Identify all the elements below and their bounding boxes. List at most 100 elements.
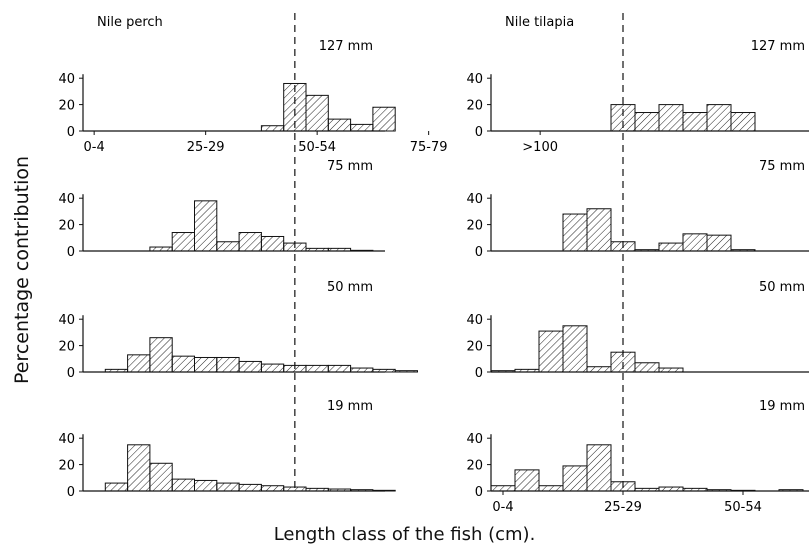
histogram-bar: [490, 370, 516, 373]
y-tick-label: 0: [475, 125, 483, 140]
histogram-bar: [514, 368, 540, 373]
histogram-bar: [171, 355, 195, 373]
panel-title: Nile perch: [97, 15, 163, 30]
y-tick-label: 40: [466, 72, 483, 87]
histogram-bar: [127, 354, 151, 373]
histogram-bar: [260, 125, 285, 132]
y-tick-label: 20: [466, 340, 483, 355]
histogram-bar: [238, 232, 262, 252]
histogram-bar: [730, 249, 756, 252]
histogram-bar: [104, 368, 129, 373]
histogram-bar: [562, 325, 588, 373]
histogram-bar: [706, 234, 732, 252]
histogram-bar: [586, 208, 612, 252]
histogram-panel: 0 20 40 127 mm Nile perch 0-4 25-29 50-54 75-79 >…: [58, 13, 558, 155]
histogram-bar: [350, 249, 374, 252]
y-tick-label: 0: [67, 245, 75, 260]
histogram-bar: [127, 444, 151, 492]
y-tick-label: 0: [67, 366, 75, 381]
x-tick-label: 50-54: [724, 500, 762, 515]
histogram-bar: [149, 337, 173, 373]
histogram-bar: [216, 356, 240, 373]
histogram-bar: [327, 364, 352, 373]
mesh-size-label: 75 mm: [759, 159, 805, 174]
histogram-bar: [778, 489, 804, 492]
mesh-size-label: 19 mm: [327, 399, 373, 414]
histogram-bar: [634, 487, 660, 492]
histogram-bar: [149, 246, 173, 252]
y-tick-label: 40: [466, 432, 483, 447]
y-tick-label: 20: [466, 219, 483, 234]
y-tick-label: 20: [58, 99, 75, 114]
histogram-bar: [327, 488, 352, 492]
y-tick-label: 20: [466, 459, 483, 474]
x-tick-label: 0-4: [492, 500, 513, 515]
histogram-panel: 0 20 40 75 mm: [466, 133, 809, 260]
y-axis-label: Percentage contribution: [11, 155, 33, 385]
histogram-bar: [305, 364, 329, 373]
histogram-panel: 0 20 40 19 mm: [58, 373, 396, 500]
histogram-bar: [634, 249, 660, 252]
histogram-bar: [658, 242, 684, 252]
histogram-bar: [171, 478, 195, 492]
histogram-bar: [730, 112, 756, 132]
histogram-bar: [562, 465, 588, 492]
y-tick-label: 0: [475, 485, 483, 500]
y-tick-label: 20: [58, 340, 75, 355]
histogram-bar: [658, 104, 684, 132]
histogram-bar: [216, 241, 240, 252]
y-tick-label: 0: [475, 366, 483, 381]
histogram-bar: [327, 118, 352, 132]
histogram-bar: [260, 235, 285, 252]
mesh-size-label: 19 mm: [759, 399, 805, 414]
histogram-bar: [194, 479, 218, 492]
histogram-bar: [305, 94, 329, 132]
histogram-panel: 0 20 40 75 mm: [58, 133, 385, 260]
histogram-bar: [706, 489, 732, 492]
histogram-bar: [682, 487, 708, 492]
histogram-bar: [372, 489, 396, 492]
histogram-bar: [350, 489, 374, 492]
mesh-size-label: 50 mm: [759, 280, 805, 295]
histogram-bar: [171, 232, 195, 252]
histogram-bar: [238, 360, 262, 373]
histogram-bar: [658, 486, 684, 492]
histogram-bar: [372, 106, 396, 132]
y-tick-label: 40: [58, 192, 75, 207]
y-tick-label: 40: [58, 72, 75, 87]
x-tick-label: 50-54: [298, 140, 336, 155]
x-tick-label: 25-29: [187, 140, 225, 155]
histogram-bar: [350, 123, 374, 132]
panel-title: Nile tilapia: [505, 15, 574, 30]
mesh-size-label: 127 mm: [751, 39, 805, 54]
y-tick-label: 40: [466, 192, 483, 207]
histogram-bar: [238, 483, 262, 492]
x-axis-label: Length class of the fish (cm).: [273, 524, 536, 545]
histogram-bar: [634, 112, 660, 132]
histogram-bar: [394, 370, 419, 373]
y-tick-label: 40: [58, 313, 75, 328]
histogram-bar: [682, 233, 708, 252]
histogram-bar: [260, 363, 285, 373]
histogram-bar: [562, 213, 588, 252]
histogram-bar: [634, 362, 660, 373]
x-tick-label: 75-79: [410, 140, 448, 155]
histogram-bar: [658, 367, 684, 373]
histogram-bar: [586, 366, 612, 373]
histogram-bar: [586, 444, 612, 492]
histogram-bar: [372, 368, 396, 373]
histogram-bar: [730, 489, 756, 492]
histogram-bar: [305, 487, 329, 492]
y-tick-label: 0: [67, 125, 75, 140]
histogram-bar: [216, 482, 240, 492]
histogram-bar: [327, 247, 352, 252]
histogram-bar: [350, 367, 374, 373]
x-tick-label: 25-29: [604, 500, 642, 515]
histogram-bar: [538, 330, 564, 373]
y-tick-label: 20: [466, 99, 483, 114]
histogram-panel: 0 20 40 50 mm: [466, 254, 809, 381]
y-tick-label: 40: [466, 313, 483, 328]
histogram-panel: 0 20 40 50 mm: [58, 254, 419, 381]
histogram-figure: 0 20 40 127 mm Nile perch 0-4 25-29 50-54 75-79 >…: [58, 13, 809, 515]
histogram-bar: [682, 112, 708, 132]
